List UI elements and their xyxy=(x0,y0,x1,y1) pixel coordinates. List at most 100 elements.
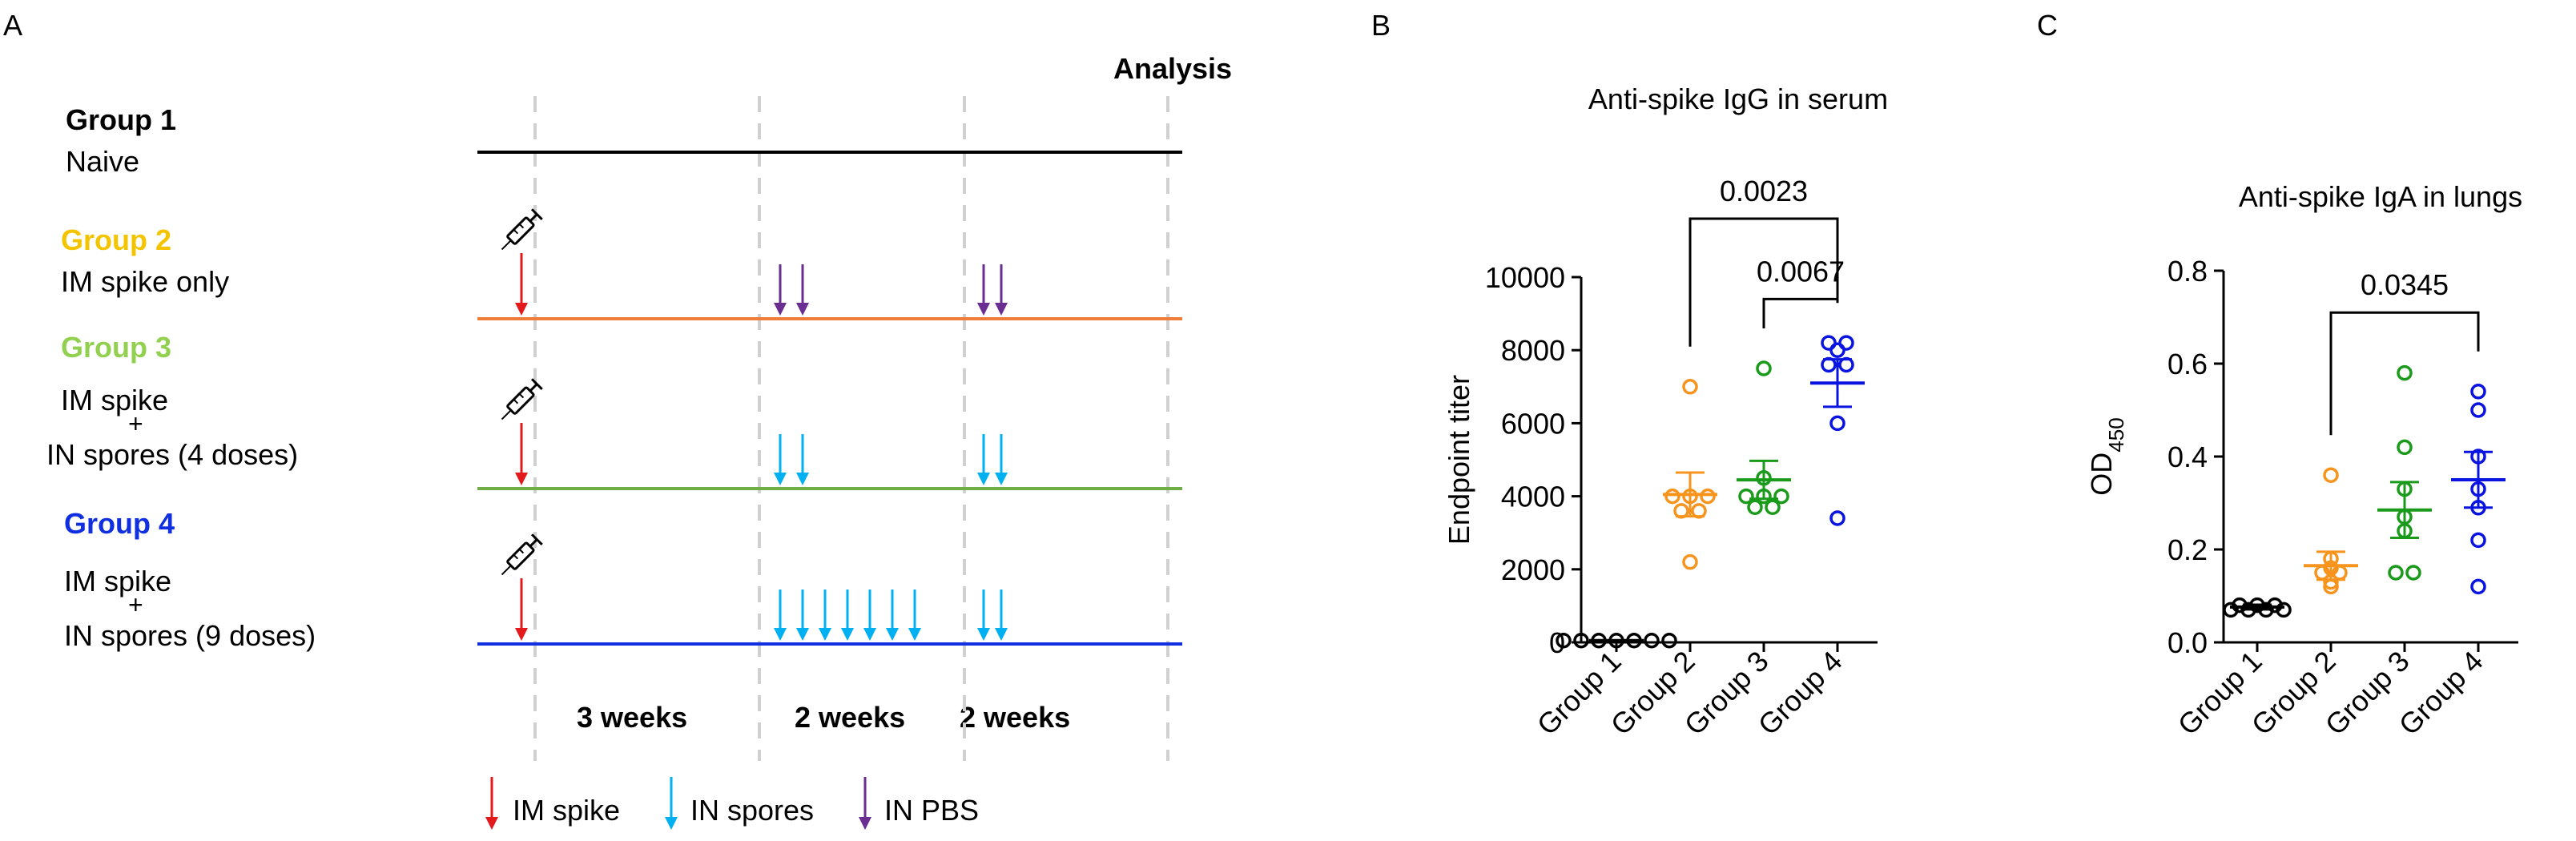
group3-in-arrow-late-2 xyxy=(995,434,1008,485)
data-point xyxy=(1644,632,1660,649)
y-tick-label: 8000 xyxy=(1501,334,1565,367)
y-tick-label: 2000 xyxy=(1501,553,1565,586)
group2-syringe-icon-tick2 xyxy=(518,223,525,229)
y-tick-label: 0.2 xyxy=(2167,533,2208,566)
group4-in-arrow-4-head xyxy=(841,628,854,641)
y-axis-label: OD450 xyxy=(2085,417,2128,495)
legend-label-im-spike: IM spike xyxy=(513,794,620,827)
group2-desc: IM spike only xyxy=(61,265,229,298)
group2-syringe-icon-plunger xyxy=(529,213,538,223)
iga-lungs-chart: Anti-spike IgA in lungs 0.0 0.2 0.4 0.6 0.8 OD… xyxy=(2085,180,2522,742)
group4-desc-1: IM spike xyxy=(64,565,171,598)
y-tick-label: 0.4 xyxy=(2167,441,2208,473)
bracket-line xyxy=(2329,311,2480,436)
data-point xyxy=(1661,632,1677,649)
group4-in-arrow-5-head xyxy=(863,628,876,641)
x-tick-label: Group 4 xyxy=(2393,645,2489,742)
p-value-label: 0.0067 xyxy=(1757,255,1845,288)
group4-in-arrow-1 xyxy=(774,590,787,641)
group4-in-arrow-6 xyxy=(886,590,899,641)
group4-title: Group 4 xyxy=(64,507,175,540)
group3-in-arrow-late-1 xyxy=(977,434,990,485)
group2-in-arrow-2 xyxy=(796,264,809,316)
data-point xyxy=(2323,467,2339,483)
group2-im-arrow xyxy=(515,253,528,316)
chart-title: Anti-spike IgA in lungs xyxy=(2239,180,2522,213)
group2-im-arrow-head xyxy=(515,303,528,316)
group4-syringe-icon-tick1 xyxy=(513,554,519,560)
interval-3: 2 weeks xyxy=(960,701,1070,734)
group3-in-arrow-late-2-head xyxy=(995,473,1008,485)
legend-im-spike-arrow-head xyxy=(485,817,498,830)
group4-in-arrow-1-head xyxy=(774,628,787,641)
data-point xyxy=(2470,578,2486,595)
data-point xyxy=(2470,384,2486,400)
group4-desc-2: IN spores (9 doses) xyxy=(64,619,316,652)
group3-plus: + xyxy=(128,409,143,438)
group2-syringe-icon-needle xyxy=(501,239,512,251)
data-point xyxy=(2397,439,2413,456)
group4-in-arrow-late-2 xyxy=(995,590,1008,641)
group3-im-arrow-head xyxy=(515,473,528,485)
legend-im-spike-arrow xyxy=(485,777,498,830)
data-point xyxy=(1700,488,1716,505)
data-point xyxy=(1829,415,1845,432)
group3-desc-2: IN spores (4 doses) xyxy=(46,438,298,471)
data-point xyxy=(1829,510,1845,526)
data-point xyxy=(2388,565,2404,581)
panel-a-letter: A xyxy=(3,9,22,42)
series-1 xyxy=(1556,632,1677,649)
y-tick-label: 4000 xyxy=(1501,481,1565,513)
series-2 xyxy=(1663,379,1717,570)
group4-plus: + xyxy=(128,590,143,619)
group1-desc: Naive xyxy=(66,145,139,178)
group3-desc-1: IM spike xyxy=(61,384,168,416)
series-1 xyxy=(2223,597,2292,618)
legend-in-pbs-arrow xyxy=(859,777,871,830)
group4-in-arrow-3 xyxy=(819,590,831,641)
y-tick-label: 0.0 xyxy=(2167,626,2208,659)
data-point xyxy=(2470,402,2486,418)
y-axis-label-subscript: 450 xyxy=(2104,417,2128,452)
panel-b-letter: B xyxy=(1371,9,1391,42)
data-point xyxy=(1747,499,1763,516)
group2-in-arrow-late-1-head xyxy=(977,303,990,316)
group2-syringe-icon-barrel xyxy=(506,216,535,245)
bracket-line xyxy=(1762,297,1839,328)
group3-syringe-icon-plunger xyxy=(529,383,538,392)
panel-c-letter: C xyxy=(2037,9,2058,42)
analysis-label: Analysis xyxy=(1113,52,1232,85)
data-point xyxy=(1738,488,1754,505)
group4-syringe-icon-needle xyxy=(501,565,512,576)
group4-in-arrow-3-head xyxy=(819,628,831,641)
group4-syringe-icon xyxy=(501,533,543,576)
group1-title: Group 1 xyxy=(66,103,176,136)
p-value-label: 0.0345 xyxy=(2361,268,2449,301)
bracket-line xyxy=(1688,217,1839,347)
y-axis-label-text: OD xyxy=(2085,453,2118,496)
data-point xyxy=(1573,632,1589,649)
data-point xyxy=(1664,488,1680,505)
group4-in-arrow-4 xyxy=(841,590,854,641)
group4-in-arrow-5 xyxy=(863,590,876,641)
timeline-diagram xyxy=(477,96,1182,830)
y-tick-label: 0.8 xyxy=(2167,255,2208,288)
group2-in-arrow-late-2-head xyxy=(995,303,1008,316)
group4-in-arrow-6-head xyxy=(886,628,899,641)
significance-bracket-2: 0.0067 xyxy=(1757,255,1845,328)
p-value-label: 0.0023 xyxy=(1720,175,1808,207)
group3-syringe-icon-plunger-cap xyxy=(530,378,543,391)
data-point xyxy=(1765,499,1781,516)
group2-in-arrow-2-head xyxy=(796,303,809,316)
data-point xyxy=(1682,379,1698,395)
data-point xyxy=(2470,532,2486,549)
data-point xyxy=(1829,342,1845,358)
legend-label-in-pbs: IN PBS xyxy=(884,794,979,827)
group4-syringe-icon-plunger-cap xyxy=(530,533,543,546)
series-4 xyxy=(2451,384,2506,595)
y-axis-label: Endpoint titer xyxy=(1443,375,1475,545)
y-tick-label: 6000 xyxy=(1501,407,1565,440)
group2-title: Group 2 xyxy=(61,223,171,256)
chart-title: Anti-spike IgG in serum xyxy=(1588,82,1888,115)
group3-syringe-icon-needle xyxy=(501,409,512,420)
